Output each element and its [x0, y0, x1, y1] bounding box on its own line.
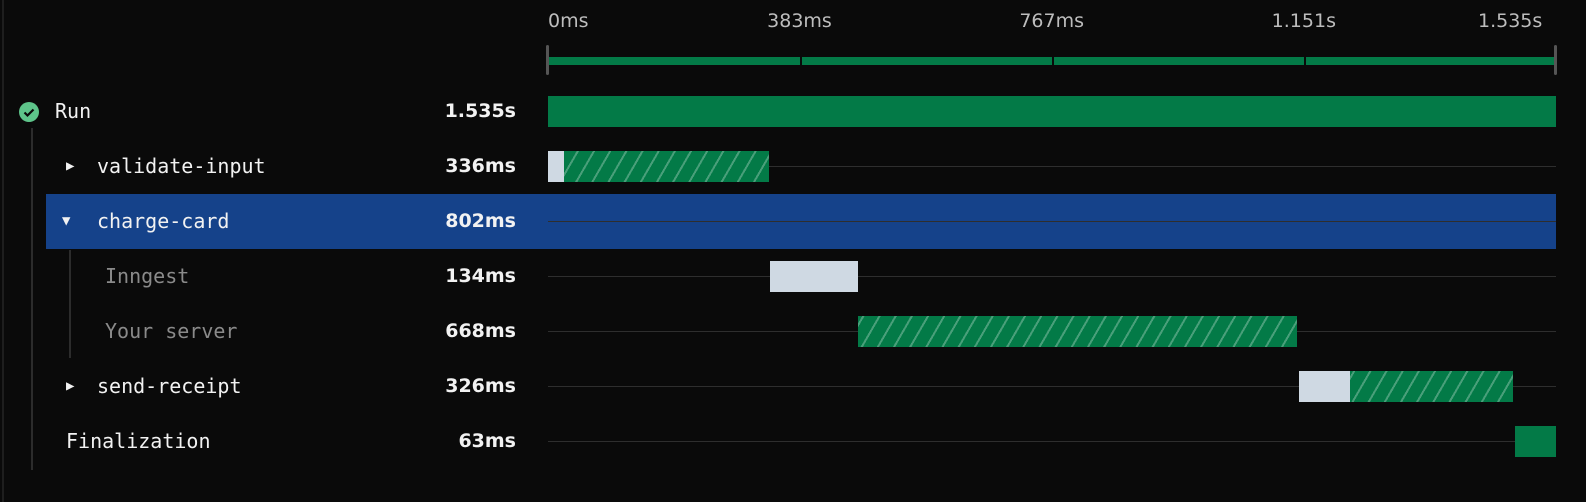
span-bar-queued[interactable]	[1298, 371, 1351, 402]
trace-row-validate-input[interactable]: ▶ validate-input 336ms	[0, 139, 1586, 194]
row-name: validate-input	[97, 154, 266, 178]
row-duration: 336ms	[445, 155, 516, 177]
tree-guide-charge-card	[69, 250, 71, 358]
caret-down-icon[interactable]: ▼	[62, 213, 71, 229]
span-bar-solid[interactable]	[548, 96, 1556, 127]
trace-row-inngest[interactable]: Inngest 134ms	[0, 249, 1586, 304]
axis-end-handle[interactable]	[1554, 45, 1557, 75]
span-bar-hatched[interactable]	[1350, 371, 1513, 402]
caret-right-icon[interactable]: ▶	[66, 158, 75, 174]
row-name: charge-card	[97, 209, 230, 233]
trace-row-charge-card[interactable]: ▼ charge-card 802ms	[0, 194, 1586, 249]
row-duration: 668ms	[445, 320, 516, 342]
trace-row-run[interactable]: Run 1.535s	[0, 84, 1586, 139]
axis-tick-label: 1.535s	[1478, 10, 1543, 32]
row-duration: 326ms	[445, 375, 516, 397]
trace-row-your-server[interactable]: Your server 668ms	[0, 304, 1586, 359]
row-name: send-receipt	[97, 374, 242, 398]
row-name: Run	[55, 99, 92, 123]
trace-row-finalization[interactable]: Finalization 63ms	[0, 414, 1586, 469]
span-bar-queued[interactable]	[769, 261, 858, 292]
axis-tick-mark	[1303, 56, 1306, 66]
check-circle-icon	[19, 102, 39, 122]
axis-tick-label: 767ms	[1019, 10, 1084, 32]
row-track	[548, 441, 1556, 442]
axis-tick-mark	[1051, 56, 1054, 66]
row-track	[548, 166, 1556, 167]
trace-row-send-receipt[interactable]: ▶ send-receipt 326ms	[0, 359, 1586, 414]
row-duration: 63ms	[458, 430, 516, 452]
tree-guide-run	[31, 128, 33, 470]
row-name: Finalization	[66, 429, 211, 453]
row-duration: 134ms	[445, 265, 516, 287]
row-track	[548, 221, 1556, 222]
span-bar-solid[interactable]	[1514, 426, 1556, 457]
span-bar-hatched[interactable]	[857, 316, 1297, 347]
row-name: Your server	[105, 319, 238, 343]
span-bar-queued[interactable]	[548, 151, 564, 182]
row-duration: 1.535s	[444, 100, 516, 122]
left-border	[2, 0, 4, 502]
caret-right-icon[interactable]: ▶	[66, 378, 75, 394]
axis-tick-label: 383ms	[767, 10, 832, 32]
span-bar-hatched[interactable]	[563, 151, 769, 182]
row-track	[548, 386, 1556, 387]
axis-tick-mark	[799, 56, 802, 66]
row-track	[548, 276, 1556, 277]
axis-start-handle[interactable]	[546, 45, 549, 75]
axis-tick-label: 0ms	[548, 10, 589, 32]
axis-tick-label: 1.151s	[1271, 10, 1336, 32]
row-duration: 802ms	[445, 210, 516, 232]
row-name: Inngest	[105, 264, 190, 288]
